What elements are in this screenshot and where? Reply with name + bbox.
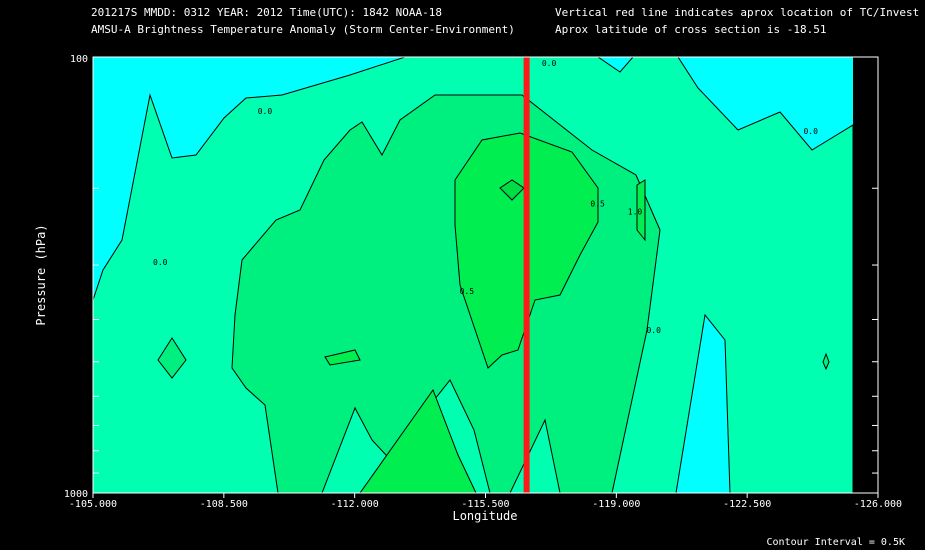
contour-fill-blob-left [157,337,187,379]
header-line1-right: Vertical red line indicates aprox locati… [555,6,920,19]
x-tick-label: -115.500 [461,499,509,510]
contour-label: 0.5 [590,199,605,208]
header-line2-left: AMSU-A Brightness Temperature Anomaly (S… [91,23,515,36]
x-tick-label: -126.000 [854,499,902,510]
contour-label: 0.5 [460,287,475,296]
x-axis-ticks: -105.000 -108.500 -112.000 -115.500 -119.000… [69,493,902,510]
contour-label: 0.0 [646,326,661,335]
contour-label: 1.0 [628,208,643,217]
contour-fill-lowright [359,388,477,493]
x-tick-label: -119.000 [592,499,640,510]
x-tick-label: -108.500 [200,499,248,510]
y-tick-1000: 1000 [64,489,88,500]
contour-fill-blob-center [324,349,361,366]
contour-label: 0.0 [153,258,168,267]
contour-fields [93,57,853,493]
x-axis-title: Longitude [452,509,517,523]
y-axis-title: Pressure (hPa) [34,224,48,325]
contour-fill-blob-far [822,352,830,371]
contour-interval: Contour Interval = 0.5K [767,537,905,548]
contour-label: 0.0 [542,59,557,68]
contour-labels: 0.0 0.0 0.0 0.0 0.0 0.5 0.5 1.0 [153,59,818,335]
header-line1-left: 201217S MMDD: 0312 YEAR: 2012 Time(UTC):… [91,6,442,19]
x-tick-label: -105.000 [69,499,117,510]
header-line2-right: Aprox latitude of cross section is -18.5… [555,23,827,36]
x-tick-label: -112.000 [331,499,379,510]
x-tick-label: -122.500 [723,499,771,510]
contour-label: 0.0 [803,127,818,136]
y-axis-ticks [93,56,878,494]
contour-fill-blob-right [636,179,646,242]
y-tick-100: 100 [70,54,88,65]
contour-label: 0.0 [258,107,273,116]
